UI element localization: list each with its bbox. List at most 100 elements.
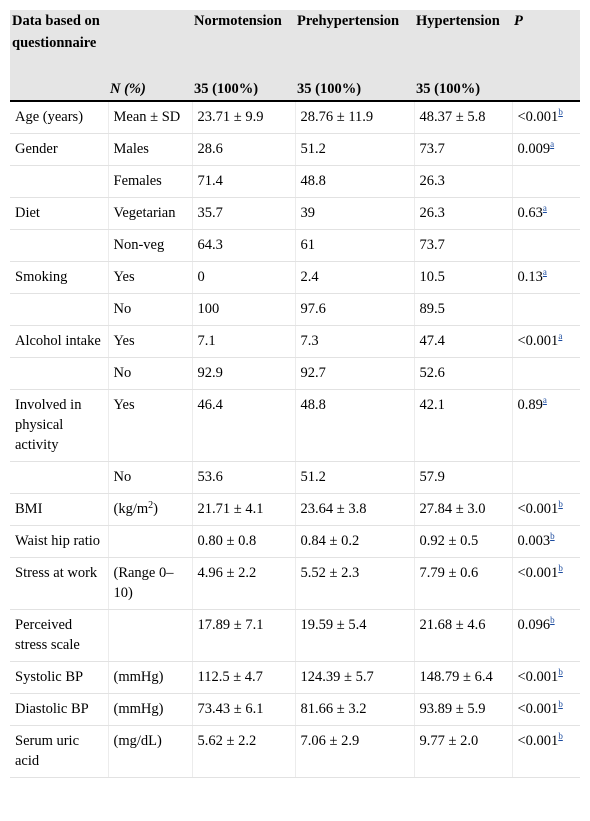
table-row: BMI (kg/m2) 21.71 ± 4.1 23.64 ± 3.8 27.84 ± … — [10, 493, 580, 526]
row-subcategory: No — [107, 293, 192, 326]
footnote-link[interactable]: a — [558, 331, 563, 341]
cell-normotension: 112.5 ± 4.7 — [191, 661, 295, 694]
footnote-link[interactable]: b — [558, 667, 563, 677]
cell-prehypertension: 2.4 — [294, 261, 414, 294]
cell-p-value: 0.096b — [511, 609, 580, 662]
footnote-link[interactable]: b — [558, 699, 563, 709]
table-row: Waist hip ratio 0.80 ± 0.8 0.84 ± 0.2 0.92 … — [10, 525, 580, 558]
row-label: BMI — [10, 493, 108, 526]
cell-hypertension: 0.92 ± 0.5 — [413, 525, 512, 558]
footnote-link[interactable]: a — [542, 395, 547, 405]
cell-prehypertension: 5.52 ± 2.3 — [294, 557, 414, 610]
cell-hypertension: 9.77 ± 2.0 — [413, 725, 512, 778]
row-label: Smoking — [10, 261, 108, 294]
table-row: Females 71.4 48.8 26.3 — [10, 165, 580, 198]
footnote-link[interactable]: b — [550, 531, 555, 541]
cell-prehypertension: 48.8 — [294, 165, 414, 198]
cell-p-value: <0.001b — [511, 557, 580, 610]
footnote-link[interactable]: a — [542, 203, 547, 213]
header-p: P — [512, 10, 580, 78]
cell-hypertension: 48.37 ± 5.8 — [413, 101, 512, 134]
cell-normotension: 17.89 ± 7.1 — [191, 609, 295, 662]
cell-p-value: <0.001b — [511, 725, 580, 778]
cell-prehypertension: 124.39 ± 5.7 — [294, 661, 414, 694]
p-value-text: 0.13 — [517, 269, 543, 285]
header-group-hypertension: Hypertension — [414, 10, 512, 78]
cell-normotension: 35.7 — [191, 197, 295, 230]
cell-hypertension: 89.5 — [413, 293, 512, 326]
row-subcategory: Vegetarian — [107, 197, 192, 230]
cell-hypertension: 57.9 — [413, 461, 512, 494]
table-row: No 92.9 92.7 52.6 — [10, 357, 580, 390]
p-value-text: <0.001 — [517, 669, 559, 685]
row-label: Involved in physical activity — [10, 389, 108, 462]
cell-hypertension: 148.79 ± 6.4 — [413, 661, 512, 694]
cell-normotension: 21.71 ± 4.1 — [191, 493, 295, 526]
row-subcategory: Yes — [107, 261, 192, 294]
cell-normotension: 0.80 ± 0.8 — [191, 525, 295, 558]
row-subcategory: (mg/dL) — [107, 725, 192, 778]
row-subcategory: Males — [107, 133, 192, 166]
p-value-text: 0.003 — [517, 533, 551, 549]
cell-hypertension: 47.4 — [413, 325, 512, 358]
cell-prehypertension: 92.7 — [294, 357, 414, 390]
cell-hypertension: 42.1 — [413, 389, 512, 462]
cell-p-value: 0.89a — [511, 389, 580, 462]
cell-hypertension: 73.7 — [413, 229, 512, 262]
cell-normotension: 53.6 — [191, 461, 295, 494]
cell-normotension: 4.96 ± 2.2 — [191, 557, 295, 610]
table-row: Alcohol intake Yes 7.1 7.3 47.4 <0.001a — [10, 325, 580, 358]
cell-normotension: 64.3 — [191, 229, 295, 262]
cell-hypertension: 27.84 ± 3.0 — [413, 493, 512, 526]
cell-p-value: <0.001b — [511, 101, 580, 134]
row-subcategory — [107, 609, 192, 662]
table-row: Diastolic BP (mmHg) 73.43 ± 6.1 81.66 ± 3.2… — [10, 693, 580, 726]
table-row: No 100 97.6 89.5 — [10, 293, 580, 326]
table-row: Serum uric acid (mg/dL) 5.62 ± 2.2 7.06 ± 2… — [10, 725, 580, 778]
cell-normotension: 71.4 — [191, 165, 295, 198]
table-header: Data based on questionnaire Normotension… — [10, 10, 580, 101]
row-subcategory: Females — [107, 165, 192, 198]
cell-normotension: 73.43 ± 6.1 — [191, 693, 295, 726]
row-subcategory: Non-veg — [107, 229, 192, 262]
footnote-link[interactable]: b — [550, 615, 555, 625]
row-label: Alcohol intake — [10, 325, 108, 358]
footnote-link[interactable]: a — [542, 267, 547, 277]
header-count-normotension: 35 (100%) — [192, 78, 295, 101]
table-row: Perceived stress scale 17.89 ± 7.1 19.59 ±… — [10, 609, 580, 662]
cell-prehypertension: 7.06 ± 2.9 — [294, 725, 414, 778]
cell-hypertension: 73.7 — [413, 133, 512, 166]
header-count-prehypertension: 35 (100%) — [295, 78, 414, 101]
table-row: Gender Males 28.6 51.2 73.7 0.009a — [10, 133, 580, 166]
data-table: Data based on questionnaire Normotension… — [10, 10, 580, 778]
row-subcategory: (mmHg) — [107, 661, 192, 694]
cell-prehypertension: 48.8 — [294, 389, 414, 462]
row-label: Age (years) — [10, 101, 108, 134]
footnote-link[interactable]: b — [558, 107, 563, 117]
header-data-based: Data based on questionnaire — [10, 10, 108, 78]
row-subcategory: (kg/m2) — [107, 493, 192, 526]
cell-hypertension: 21.68 ± 4.6 — [413, 609, 512, 662]
footnote-link[interactable]: b — [558, 731, 563, 741]
header-empty-3 — [512, 78, 580, 101]
cell-prehypertension: 0.84 ± 0.2 — [294, 525, 414, 558]
row-label — [10, 293, 108, 326]
table-row: No 53.6 51.2 57.9 — [10, 461, 580, 494]
cell-prehypertension: 7.3 — [294, 325, 414, 358]
cell-p-value — [511, 165, 580, 198]
table-row: Involved in physical activity Yes 46.4 48.8… — [10, 389, 580, 462]
p-value-text: <0.001 — [517, 501, 559, 517]
cell-p-value — [511, 357, 580, 390]
cell-normotension: 28.6 — [191, 133, 295, 166]
cell-normotension: 46.4 — [191, 389, 295, 462]
row-label — [10, 461, 108, 494]
footnote-link[interactable]: b — [558, 499, 563, 509]
cell-p-value: <0.001b — [511, 661, 580, 694]
cell-p-value: 0.003b — [511, 525, 580, 558]
row-subcategory: No — [107, 461, 192, 494]
footnote-link[interactable]: b — [558, 563, 563, 573]
row-label: Gender — [10, 133, 108, 166]
row-label: Diastolic BP — [10, 693, 108, 726]
p-value-text: <0.001 — [517, 565, 559, 581]
footnote-link[interactable]: a — [550, 139, 555, 149]
